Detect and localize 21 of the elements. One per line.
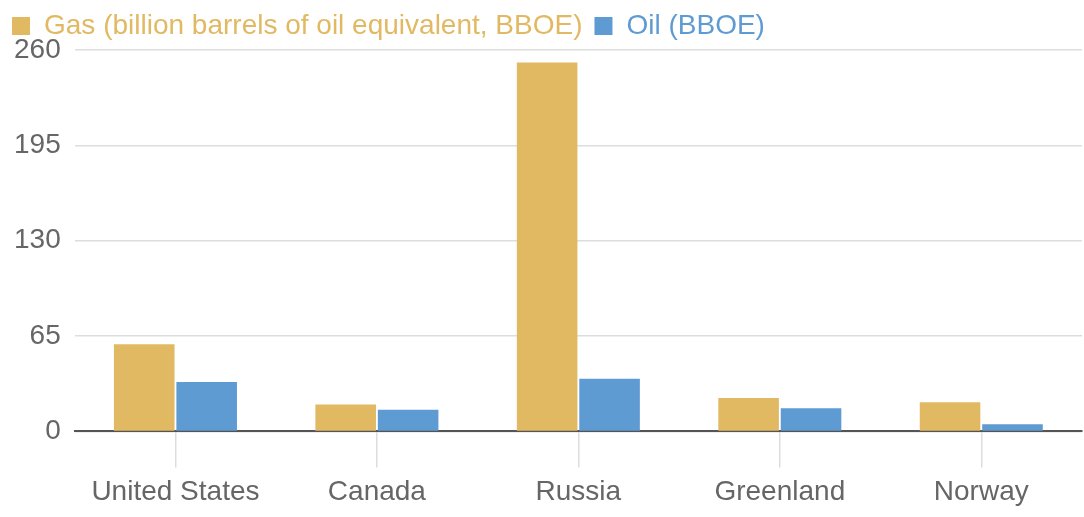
bar xyxy=(516,62,578,431)
legend-label: Gas (billion barrels of oil equivalent, BBOE) xyxy=(44,8,583,40)
x-tick-label: Greenland xyxy=(714,474,846,506)
bar xyxy=(718,398,779,431)
bar xyxy=(377,409,439,431)
y-tick-label: 65 xyxy=(29,318,61,350)
legend-label: Oil (BBOE) xyxy=(626,8,765,40)
bar xyxy=(176,382,237,431)
bar xyxy=(982,424,1043,431)
x-tick-label: Norway xyxy=(933,474,1029,506)
y-tick-label: 195 xyxy=(14,128,61,160)
bar xyxy=(919,402,981,431)
y-tick-label: 130 xyxy=(14,223,61,255)
x-tick-label: Russia xyxy=(535,474,622,506)
y-tick-label: 0 xyxy=(45,414,61,446)
bar xyxy=(315,404,376,431)
bar xyxy=(579,378,640,431)
bar xyxy=(113,344,175,431)
bar xyxy=(780,408,842,431)
x-tick-label: Canada xyxy=(327,474,427,506)
x-tick-label: United States xyxy=(91,474,260,506)
